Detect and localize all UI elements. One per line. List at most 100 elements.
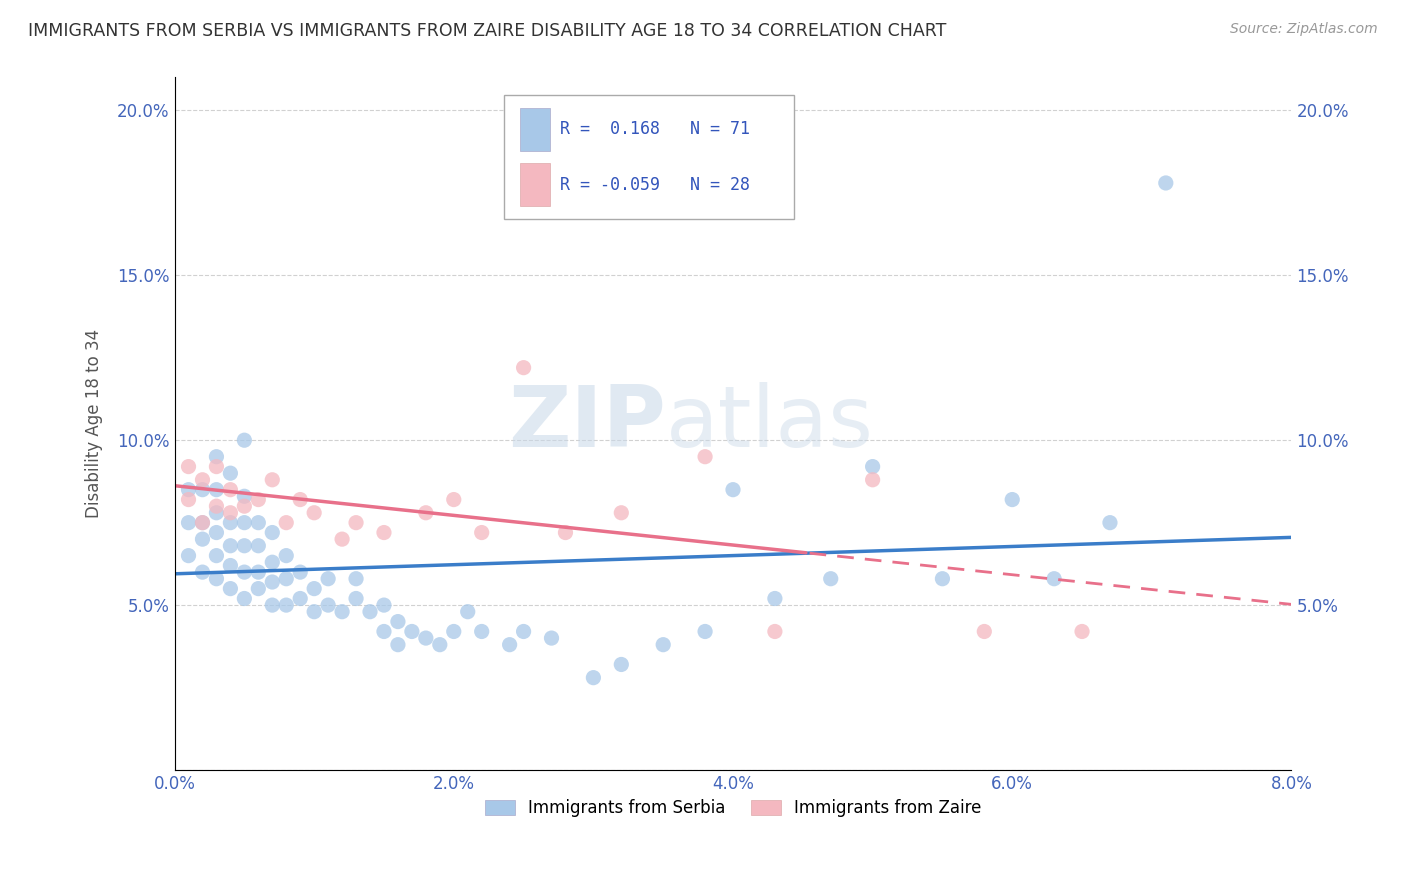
- Point: [233, 565, 256, 579]
- FancyBboxPatch shape: [520, 108, 550, 151]
- Point: [247, 539, 270, 553]
- FancyBboxPatch shape: [503, 95, 794, 219]
- Point: [1098, 516, 1121, 530]
- Point: [205, 459, 228, 474]
- Text: IMMIGRANTS FROM SERBIA VS IMMIGRANTS FROM ZAIRE DISABILITY AGE 18 TO 34 CORRELAT: IMMIGRANTS FROM SERBIA VS IMMIGRANTS FRO…: [28, 22, 946, 40]
- Point: [721, 483, 744, 497]
- Point: [330, 605, 353, 619]
- Point: [344, 572, 367, 586]
- Point: [1071, 624, 1094, 639]
- Point: [387, 638, 409, 652]
- Text: R = -0.059   N = 28: R = -0.059 N = 28: [560, 176, 749, 194]
- Text: R =  0.168   N = 71: R = 0.168 N = 71: [560, 120, 749, 138]
- Point: [233, 539, 256, 553]
- Point: [233, 489, 256, 503]
- Point: [931, 572, 953, 586]
- Point: [262, 598, 284, 612]
- Point: [205, 525, 228, 540]
- Legend: Immigrants from Serbia, Immigrants from Zaire: Immigrants from Serbia, Immigrants from …: [478, 793, 988, 824]
- Point: [373, 598, 395, 612]
- Point: [401, 624, 423, 639]
- Point: [219, 483, 242, 497]
- Point: [191, 532, 214, 546]
- Point: [1154, 176, 1177, 190]
- Point: [177, 483, 200, 497]
- Point: [191, 473, 214, 487]
- Point: [262, 525, 284, 540]
- Point: [177, 459, 200, 474]
- Text: atlas: atlas: [666, 382, 875, 466]
- Point: [862, 459, 884, 474]
- Point: [693, 450, 716, 464]
- Point: [763, 624, 786, 639]
- Point: [1043, 572, 1066, 586]
- Point: [205, 483, 228, 497]
- Point: [443, 624, 465, 639]
- Point: [205, 549, 228, 563]
- Point: [512, 360, 534, 375]
- Point: [330, 532, 353, 546]
- Point: [262, 555, 284, 569]
- Point: [457, 605, 479, 619]
- Point: [373, 624, 395, 639]
- Point: [290, 565, 312, 579]
- Point: [219, 516, 242, 530]
- Point: [262, 473, 284, 487]
- Point: [219, 558, 242, 573]
- Point: [233, 591, 256, 606]
- Point: [247, 582, 270, 596]
- Point: [973, 624, 995, 639]
- Point: [1001, 492, 1024, 507]
- Point: [359, 605, 381, 619]
- Point: [387, 615, 409, 629]
- Point: [820, 572, 842, 586]
- Point: [276, 572, 298, 586]
- Y-axis label: Disability Age 18 to 34: Disability Age 18 to 34: [86, 329, 103, 518]
- Point: [302, 506, 325, 520]
- Point: [262, 574, 284, 589]
- Point: [693, 624, 716, 639]
- Point: [302, 605, 325, 619]
- Point: [205, 450, 228, 464]
- Point: [652, 638, 675, 652]
- Point: [610, 506, 633, 520]
- Point: [247, 492, 270, 507]
- Point: [763, 591, 786, 606]
- Point: [344, 516, 367, 530]
- Point: [862, 473, 884, 487]
- Point: [498, 638, 520, 652]
- Point: [247, 565, 270, 579]
- Point: [219, 506, 242, 520]
- Point: [276, 549, 298, 563]
- Point: [205, 506, 228, 520]
- FancyBboxPatch shape: [520, 163, 550, 206]
- Point: [373, 525, 395, 540]
- Point: [415, 506, 437, 520]
- Point: [443, 492, 465, 507]
- Point: [191, 516, 214, 530]
- Point: [415, 631, 437, 645]
- Point: [191, 483, 214, 497]
- Point: [247, 516, 270, 530]
- Point: [233, 434, 256, 448]
- Text: ZIP: ZIP: [508, 382, 666, 466]
- Point: [233, 499, 256, 513]
- Point: [177, 516, 200, 530]
- Point: [290, 492, 312, 507]
- Point: [276, 516, 298, 530]
- Point: [302, 582, 325, 596]
- Point: [540, 631, 562, 645]
- Point: [582, 671, 605, 685]
- Point: [205, 572, 228, 586]
- Text: Source: ZipAtlas.com: Source: ZipAtlas.com: [1230, 22, 1378, 37]
- Point: [219, 466, 242, 480]
- Point: [205, 499, 228, 513]
- Point: [219, 539, 242, 553]
- Point: [177, 549, 200, 563]
- Point: [219, 582, 242, 596]
- Point: [191, 565, 214, 579]
- Point: [471, 624, 494, 639]
- Point: [554, 525, 576, 540]
- Point: [471, 525, 494, 540]
- Point: [276, 598, 298, 612]
